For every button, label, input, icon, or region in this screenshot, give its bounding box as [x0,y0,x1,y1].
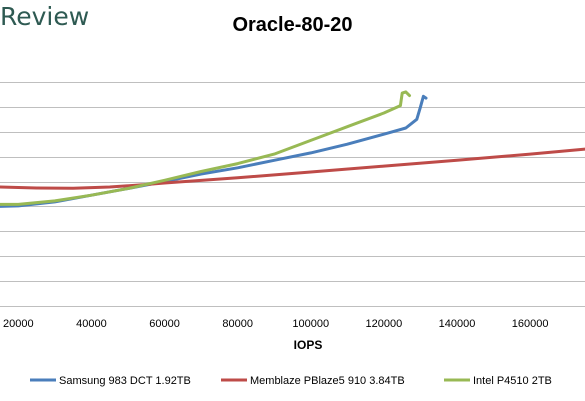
x-tick-label: 140000 [439,318,476,330]
brand-logo: Review [0,2,90,31]
x-tick-label: 40000 [76,318,107,330]
x-tick-label: 100000 [292,318,329,330]
chart-legend: Samsung 983 DCT 1.92TB Memblaze PBlaze5 9… [30,375,552,387]
series-line-2 [0,147,585,190]
x-axis-label: IOPS [294,338,323,352]
series-line-1 [0,94,428,208]
x-tick-label: 120000 [366,318,403,330]
series-line-3 [0,90,411,206]
x-tick-label: 80000 [222,318,253,330]
chart-series [0,90,585,208]
legend-label-1: Samsung 983 DCT 1.92TB [59,375,191,387]
chart-title: Oracle-80-20 [232,14,353,36]
x-tick-label: 20000 [3,318,34,330]
legend-label-3: Intel P4510 2TB [473,375,552,387]
legend-label-2: Memblaze PBlaze5 910 3.84TB [250,375,405,387]
x-tick-label: 160000 [512,318,549,330]
x-axis-tick-labels: 20000 40000 60000 80000 100000 120000 140000 16… [3,318,549,330]
x-tick-label: 60000 [149,318,180,330]
